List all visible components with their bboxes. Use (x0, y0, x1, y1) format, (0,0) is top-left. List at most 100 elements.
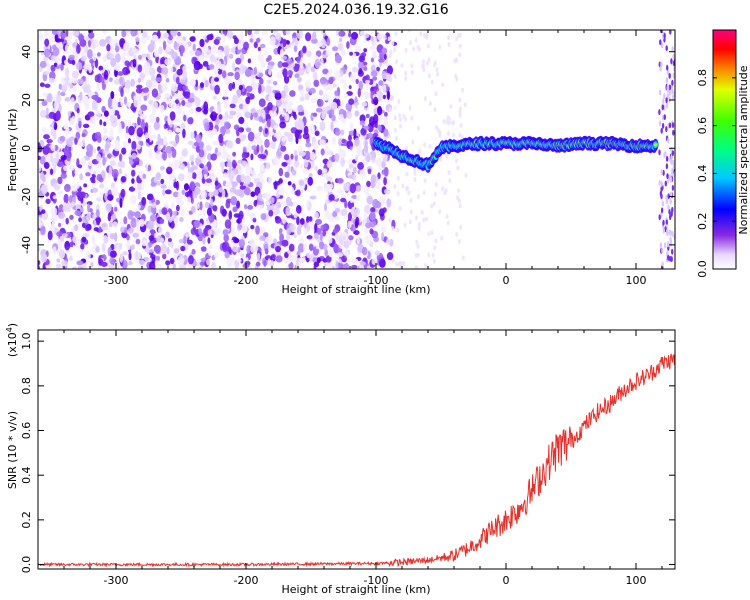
noise-speckle (120, 87, 124, 97)
noise-speckle (222, 172, 229, 179)
noise-speckle (187, 167, 194, 174)
noise-speckle (131, 169, 136, 177)
noise-speckle (121, 147, 127, 155)
noise-speckle (39, 82, 45, 87)
noise-speckle (56, 94, 62, 104)
noise-speckle (142, 31, 148, 38)
noise-speckle (127, 119, 132, 128)
noise-speckle (250, 191, 256, 197)
noise-speckle (278, 143, 282, 153)
noise-speckle-fade (458, 43, 462, 49)
noise-speckle (300, 162, 304, 169)
noise-speckle (256, 252, 261, 261)
noise-speckle (59, 249, 65, 259)
noise-speckle (96, 82, 101, 92)
noise-speckle (214, 84, 220, 95)
spectrogram-y-tick-label: 40 (20, 45, 33, 59)
noise-speckle (260, 213, 267, 221)
noise-speckle (209, 169, 215, 175)
noise-speckle (110, 57, 117, 68)
noise-speckle (40, 225, 46, 236)
noise-speckle (223, 234, 229, 242)
noise-speckle (199, 201, 203, 211)
noise-speckle (136, 127, 143, 138)
noise-speckle-fade (460, 134, 464, 140)
noise-speckle-fade (408, 105, 412, 111)
noise-speckle (131, 178, 135, 184)
noise-speckle-fade (415, 239, 419, 245)
noise-speckle (138, 251, 142, 260)
noise-speckle (216, 151, 222, 157)
noise-speckle (137, 77, 141, 83)
noise-speckle (64, 67, 70, 78)
noise-speckle (274, 92, 282, 100)
noise-speckle (381, 47, 388, 55)
noise-speckle (116, 246, 121, 255)
noise-speckle (178, 200, 184, 206)
noise-speckle (334, 216, 340, 221)
noise-speckle (233, 237, 240, 244)
noise-speckle (137, 191, 142, 201)
noise-speckle (60, 91, 66, 97)
spectrogram-x-tick-label: -200 (234, 274, 259, 287)
noise-speckle (85, 172, 91, 177)
noise-speckle (38, 246, 41, 252)
noise-speckle (86, 144, 94, 153)
noise-speckle (98, 191, 104, 200)
edge-speckle (672, 60, 675, 67)
noise-speckle (289, 90, 296, 97)
noise-speckle (310, 66, 316, 73)
noise-speckle (283, 154, 290, 161)
noise-speckle (334, 207, 341, 213)
noise-speckle (159, 138, 165, 146)
noise-speckle-fade (427, 57, 431, 63)
noise-speckle (319, 121, 326, 131)
noise-speckle-fade (411, 139, 415, 145)
edge-speckle (660, 185, 663, 192)
noise-speckle-fade (454, 158, 458, 164)
noise-speckle (108, 53, 115, 59)
noise-speckle (199, 141, 205, 148)
noise-speckle (157, 154, 161, 160)
noise-speckle (278, 187, 285, 196)
noise-speckle (145, 79, 153, 89)
edge-speckle (669, 230, 673, 237)
noise-speckle (230, 47, 236, 53)
noise-speckle (199, 261, 205, 266)
noise-speckle (94, 131, 102, 140)
edge-speckle (670, 58, 673, 65)
noise-speckle (178, 173, 185, 182)
noise-speckle (364, 79, 371, 84)
noise-speckle (41, 209, 46, 214)
noise-speckle (247, 131, 255, 142)
noise-speckle (203, 173, 208, 180)
noise-speckle (63, 165, 69, 172)
noise-speckle (120, 218, 124, 227)
snr-y-tick-label: 0.8 (20, 377, 33, 395)
noise-speckle-fade (393, 184, 397, 190)
noise-speckle (378, 258, 386, 268)
noise-speckle (114, 63, 121, 71)
noise-speckle (302, 132, 310, 140)
noise-speckle (133, 95, 138, 101)
noise-speckle (280, 201, 287, 206)
noise-speckle (296, 205, 302, 214)
noise-speckle (358, 80, 364, 91)
noise-speckle (289, 160, 295, 165)
noise-speckle (382, 207, 387, 213)
noise-speckle (164, 58, 171, 66)
noise-speckle-fade (436, 71, 440, 77)
noise-speckle (165, 145, 172, 154)
noise-speckle (123, 216, 128, 225)
noise-speckle (68, 164, 75, 171)
noise-speckle (122, 57, 127, 63)
noise-speckle (170, 30, 177, 37)
edge-speckle (661, 104, 665, 111)
noise-speckle (273, 81, 278, 86)
noise-speckle (337, 42, 344, 51)
noise-speckle (334, 153, 340, 163)
noise-speckle (178, 45, 185, 54)
edge-speckle (661, 42, 664, 49)
noise-speckle (154, 259, 159, 267)
